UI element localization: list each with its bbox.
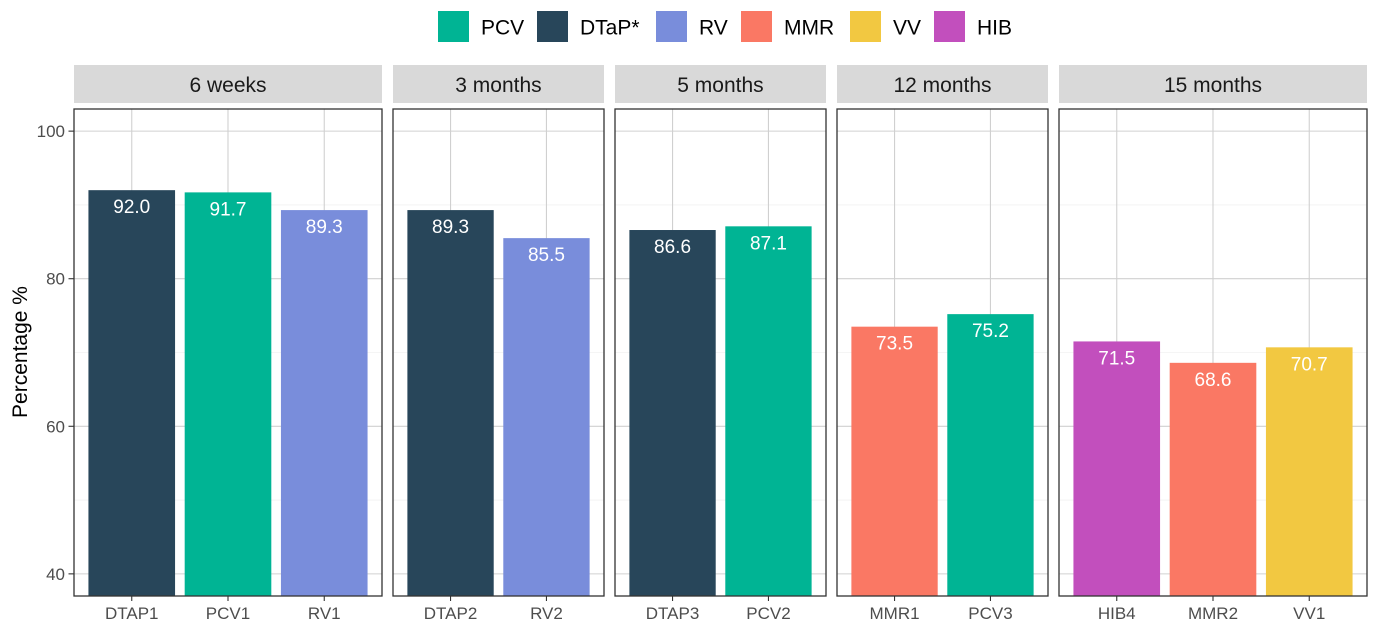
- bar-rv2: [503, 238, 590, 596]
- facet-strip: [837, 65, 1048, 103]
- panel-border: [73, 108, 383, 597]
- legend-label-hib: HIB: [977, 17, 1012, 40]
- bar-value-label-mmr2: 68.6: [1195, 370, 1232, 391]
- bar-dtap2: [407, 210, 494, 596]
- panel-border: [392, 108, 605, 597]
- facet-panel-3-months: 3 months 89.3 DTAP2 85.5 RV2: [392, 65, 605, 623]
- x-tick-label-mmr1: MMR1: [870, 604, 920, 623]
- bar-value-label-pcv2: 87.1: [750, 233, 787, 254]
- bar-dtap1: [88, 190, 176, 596]
- x-tick-label-dtap3: DTAP3: [646, 604, 700, 623]
- panel-border: [1058, 108, 1368, 597]
- facet-strip-title: 15 months: [1164, 74, 1262, 97]
- bar-pcv1: [184, 192, 272, 596]
- facet-strip-title: 6 weeks: [189, 74, 266, 97]
- legend-label-dtap: DTaP*: [580, 17, 640, 40]
- facet-strip: [1059, 65, 1367, 103]
- facet-strip-title: 12 months: [893, 74, 991, 97]
- legend-key-rv: [656, 11, 687, 42]
- y-tick-label-40: 40: [46, 565, 65, 584]
- bar-dtap3: [629, 230, 716, 596]
- facet-panel-12-months: 12 months 73.5 MMR1 75.2 PCV3: [836, 65, 1049, 623]
- facet-panel-15-months: 15 months 71.5 HIB4 68.6 MMR2 70.7 VV1: [1058, 65, 1368, 623]
- bar-rv1: [280, 210, 368, 596]
- x-tick-label-pcv1: PCV1: [206, 604, 250, 623]
- legend-key-dtap: [537, 11, 568, 42]
- bar-value-label-hib4: 71.5: [1098, 348, 1135, 369]
- facet-strip: [615, 65, 826, 103]
- facet-strip-title: 3 months: [455, 74, 541, 97]
- x-tick-label-rv2: RV2: [530, 604, 563, 623]
- bar-value-label-dtap3: 86.6: [654, 237, 691, 258]
- x-tick-label-dtap1: DTAP1: [105, 604, 159, 623]
- y-axis-title: Percentage %: [9, 286, 32, 418]
- legend-key-mmr: [741, 11, 772, 42]
- x-tick-label-dtap2: DTAP2: [424, 604, 478, 623]
- panel-border: [836, 108, 1049, 597]
- legend: PCV DTaP* RV MMR VV HIB: [438, 11, 1012, 42]
- x-tick-label-vv1: VV1: [1293, 604, 1325, 623]
- bar-hib4: [1073, 341, 1161, 596]
- bar-vv1: [1265, 347, 1353, 596]
- legend-key-hib: [934, 11, 965, 42]
- facet-strip-title: 5 months: [677, 74, 763, 97]
- x-tick-label-pcv2: PCV2: [746, 604, 790, 623]
- legend-label-rv: RV: [699, 17, 728, 40]
- legend-label-pcv: PCV: [481, 17, 524, 40]
- bar-value-label-dtap2: 89.3: [432, 217, 469, 238]
- y-axis: 40 60 80 100: [37, 122, 74, 584]
- panel-border: [614, 108, 827, 597]
- legend-key-pcv: [438, 11, 469, 42]
- facet-panels: 6 weeks 92.0 DTAP1 91.7 PCV1 89.3 RV1 3 months 8…: [73, 65, 1368, 623]
- bar-value-label-pcv1: 91.7: [210, 199, 247, 220]
- bar-mmr1: [851, 326, 938, 596]
- x-tick-label-rv1: RV1: [308, 604, 341, 623]
- bar-value-label-vv1: 70.7: [1291, 354, 1328, 375]
- legend-label-vv: VV: [893, 17, 921, 40]
- x-tick-label-mmr2: MMR2: [1188, 604, 1238, 623]
- facet-panel-5-months: 5 months 86.6 DTAP3 87.1 PCV2: [614, 65, 827, 623]
- bar-mmr2: [1169, 362, 1257, 596]
- legend-label-mmr: MMR: [784, 17, 834, 40]
- y-tick-label-100: 100: [37, 122, 65, 141]
- bar-value-label-mmr1: 73.5: [876, 334, 913, 355]
- bar-pcv3: [947, 314, 1034, 596]
- facet-strip: [393, 65, 604, 103]
- facet-panel-6-weeks: 6 weeks 92.0 DTAP1 91.7 PCV1 89.3 RV1: [73, 65, 383, 623]
- bar-value-label-rv1: 89.3: [306, 217, 343, 238]
- bar-value-label-pcv3: 75.2: [972, 321, 1009, 342]
- facet-strip: [74, 65, 382, 103]
- bar-pcv2: [725, 226, 812, 596]
- x-tick-label-pcv3: PCV3: [968, 604, 1012, 623]
- x-tick-label-hib4: HIB4: [1098, 604, 1136, 623]
- bar-value-label-rv2: 85.5: [528, 245, 565, 266]
- legend-key-vv: [850, 11, 881, 42]
- bar-value-label-dtap1: 92.0: [113, 197, 150, 218]
- y-tick-label-80: 80: [46, 270, 65, 289]
- y-tick-label-60: 60: [46, 417, 65, 436]
